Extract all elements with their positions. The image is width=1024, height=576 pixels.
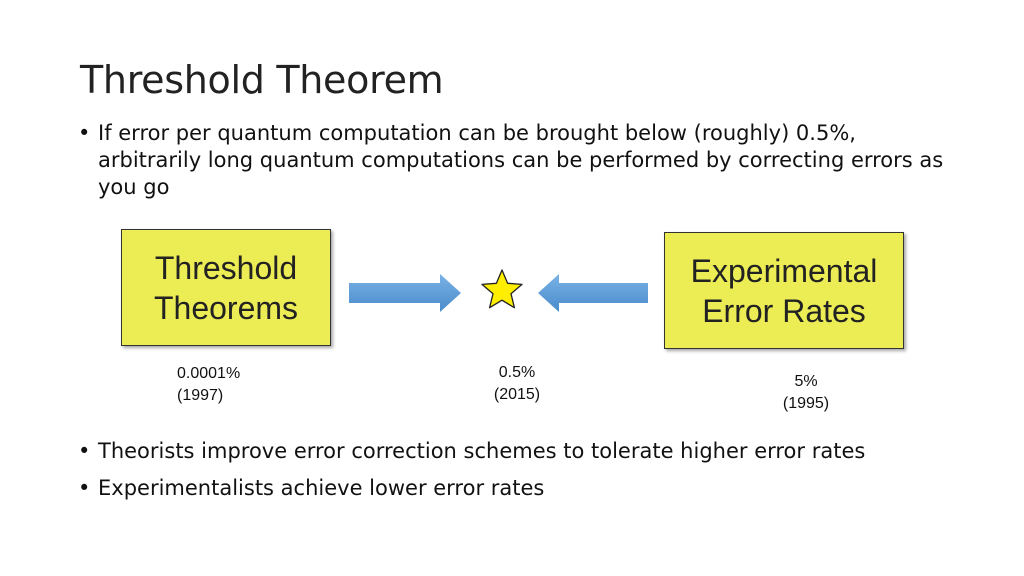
threshold-theorems-box: Threshold Theorems [121, 229, 331, 346]
bottom-bullet-list: • Theorists improve error correction sch… [78, 433, 958, 507]
bullet-item: • Theorists improve error correction sch… [78, 433, 958, 470]
left-box-line2: Theorems [153, 289, 299, 326]
bullet-marker: • [78, 476, 91, 500]
right-label-value: 5% [794, 373, 818, 390]
left-label-year: (1997) [177, 387, 224, 404]
bullet-text: If error per quantum computation can be … [98, 121, 944, 199]
bullet-text: Theorists improve error correction schem… [98, 439, 866, 463]
right-label-year: (1995) [782, 395, 830, 412]
left-box-line1: Threshold [154, 249, 298, 286]
right-box-line1: Experimental [690, 252, 878, 289]
bullet-text: Experimentalists achieve lower error rat… [98, 476, 545, 500]
right-arrow-icon [349, 274, 461, 312]
top-bullet-list: • If error per quantum computation can b… [78, 120, 958, 201]
left-threshold-label: 0.0001% (1997) [177, 363, 240, 407]
middle-threshold-label: 0.5% (2015) [486, 362, 548, 406]
slide-title: Threshold Theorem [80, 58, 444, 102]
bullet-item: • Experimentalists achieve lower error r… [78, 470, 958, 507]
experimental-error-rates-box: Experimental Error Rates [664, 232, 904, 349]
left-label-value: 0.0001% [177, 365, 241, 382]
middle-label-value: 0.5% [498, 364, 536, 381]
bullet-marker: • [78, 121, 91, 145]
star-icon [481, 269, 523, 309]
middle-label-year: (2015) [493, 386, 541, 403]
right-threshold-label: 5% (1995) [775, 371, 837, 415]
left-arrow-icon [538, 274, 648, 312]
right-box-line2: Error Rates [702, 292, 866, 329]
bullet-marker: • [78, 439, 91, 463]
bullet-item: • If error per quantum computation can b… [78, 120, 958, 201]
